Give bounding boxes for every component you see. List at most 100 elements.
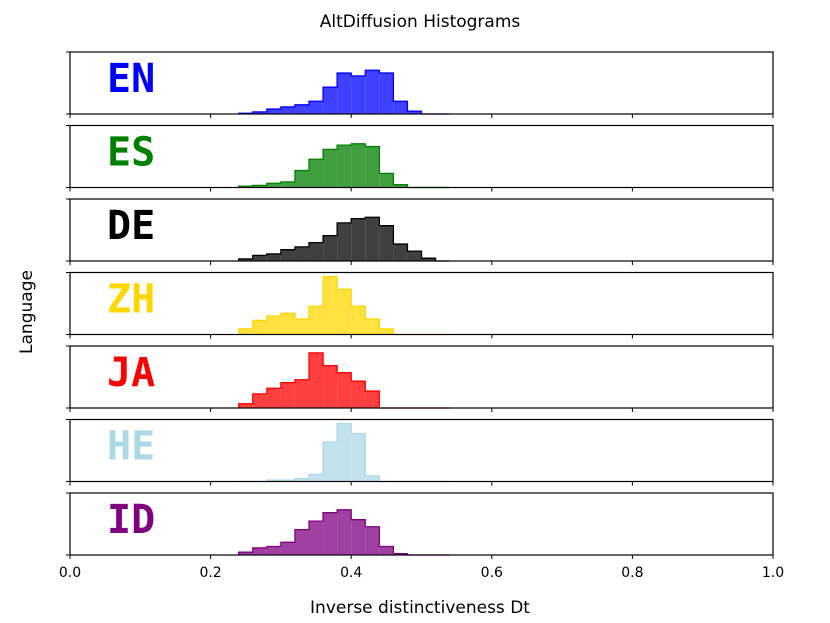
histogram-bar	[294, 379, 310, 408]
histogram-bar	[323, 87, 338, 114]
panel-ja: JA	[66, 345, 774, 412]
histogram-bar	[294, 246, 310, 261]
histogram-bar	[379, 328, 394, 335]
histogram-outline	[238, 69, 450, 115]
histogram-bar	[309, 101, 324, 114]
x-tick-label: 0.2	[199, 565, 221, 581]
panel-frame	[69, 418, 774, 483]
histogram-bar	[393, 101, 408, 114]
histogram-bar	[393, 184, 408, 188]
histogram-panels: EN ES DE ZH JA HE ID	[66, 51, 774, 559]
language-label: ID	[107, 497, 155, 543]
histogram-bar	[365, 526, 380, 555]
histogram-bar	[323, 276, 338, 335]
histogram-bar	[323, 235, 338, 261]
histogram-bar	[379, 73, 394, 114]
histogram-bar	[309, 474, 324, 482]
histogram-bar	[421, 258, 436, 261]
histogram-bar	[238, 258, 253, 261]
histogram-bar	[280, 249, 295, 261]
x-tick-label: 0.0	[59, 565, 81, 581]
histogram-bar	[351, 381, 366, 408]
histogram-outline	[238, 275, 450, 336]
x-tick-label: 0.4	[340, 565, 362, 581]
histogram-bar	[294, 170, 310, 188]
histogram-bar	[351, 433, 366, 482]
histogram-bar	[337, 222, 352, 261]
histogram-bar	[266, 253, 281, 261]
histogram-bar	[266, 546, 281, 555]
y-axis-label: Language	[17, 270, 37, 354]
panel-frame	[69, 51, 774, 115]
histogram-bar	[393, 244, 408, 261]
histogram-bar	[309, 159, 324, 188]
histogram-bar	[323, 441, 338, 482]
histogram-bar	[252, 185, 267, 188]
panel-en: EN	[66, 51, 774, 118]
histogram-bar	[294, 478, 310, 482]
histogram-bar	[252, 255, 267, 261]
histogram-bar	[294, 104, 310, 114]
histogram-bar	[407, 111, 422, 114]
histogram-bar	[309, 306, 324, 335]
language-label: DE	[107, 203, 155, 249]
histogram-outline	[238, 509, 450, 556]
histogram-bar	[351, 75, 366, 114]
histogram-bar	[393, 553, 408, 555]
histogram-bar	[323, 149, 338, 188]
histogram-bar	[280, 542, 295, 555]
language-label: ES	[107, 130, 155, 176]
histogram-bar	[280, 382, 295, 408]
histogram-bar	[365, 391, 380, 408]
histogram-bar	[266, 388, 281, 408]
histogram-bar	[252, 547, 267, 555]
histogram-bar	[365, 70, 380, 114]
histogram-bar	[365, 475, 380, 482]
histogram-bar	[309, 521, 324, 555]
histogram-bar	[252, 111, 267, 114]
histogram-bar	[266, 183, 281, 188]
histogram-outline	[238, 216, 450, 262]
language-label: HE	[107, 424, 155, 470]
histogram-bar	[379, 225, 394, 261]
histogram-bar	[351, 306, 366, 335]
chart-title: AltDiffusion Histograms	[320, 12, 521, 32]
histogram-bar	[280, 313, 295, 335]
histogram-bar	[323, 512, 338, 555]
histogram-bar	[365, 217, 380, 261]
histogram-bar	[351, 218, 366, 261]
histogram-bar	[337, 145, 352, 188]
histogram-bar	[294, 529, 310, 555]
language-label: ZH	[107, 277, 155, 323]
histogram-bar	[252, 320, 267, 335]
histogram-bar	[379, 546, 394, 555]
histogram-bar	[337, 73, 352, 114]
histogram-bar	[238, 186, 253, 188]
panel-frame	[69, 124, 774, 189]
histogram-bar	[309, 242, 324, 261]
panel-id: ID	[66, 492, 774, 559]
histogram-bar	[407, 251, 422, 261]
histogram-bar	[266, 480, 281, 482]
histogram-bar	[266, 109, 281, 114]
panel-zh: ZH	[66, 271, 774, 339]
histogram-bar	[337, 372, 352, 408]
histogram-bar	[238, 403, 253, 408]
histogram-bar	[238, 552, 253, 555]
histogram-bar	[365, 318, 380, 335]
histogram-bar	[365, 146, 380, 188]
x-axis-label: Inverse distinctiveness Dt	[310, 598, 530, 618]
panel-es: ES	[66, 124, 774, 192]
panel-frame	[69, 345, 774, 409]
x-tick-label: 0.6	[481, 565, 503, 581]
x-tick-label: 1.0	[762, 565, 784, 581]
histogram-bar	[266, 316, 281, 335]
language-label: EN	[107, 56, 155, 102]
histogram-bar	[280, 106, 295, 114]
x-axis: 0.0 0.2 0.4 0.6 0.8 1.0	[59, 565, 784, 581]
histogram-bar	[280, 480, 295, 482]
histogram-bar	[337, 423, 352, 482]
histogram-bar	[280, 181, 295, 188]
histogram-bar	[238, 328, 253, 335]
